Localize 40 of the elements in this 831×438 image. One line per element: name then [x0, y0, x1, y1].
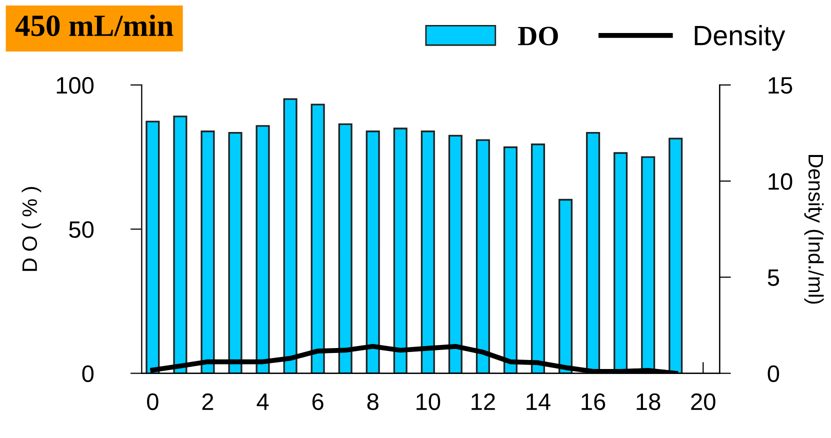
bar — [173, 116, 188, 374]
bar — [558, 198, 573, 374]
y2-tick-label: 15 — [768, 77, 792, 94]
x-tick-label: 0 — [147, 393, 158, 410]
bar — [530, 144, 546, 374]
x-tick-label: 8 — [367, 393, 378, 410]
bar — [338, 123, 352, 374]
bar — [503, 146, 518, 374]
legend-label: DO — [518, 26, 558, 46]
bar — [283, 98, 298, 374]
bar — [146, 120, 160, 374]
x-tick-label: 12 — [472, 393, 495, 410]
y-tick-label: 100 — [56, 77, 94, 94]
y2-tick-label: 5 — [768, 270, 780, 286]
bar — [420, 130, 435, 374]
x-tick-label: 18 — [636, 393, 660, 410]
bar — [476, 139, 490, 374]
x-tick-label: 2 — [202, 393, 214, 410]
bar — [366, 130, 380, 374]
y2-tick-label: 10 — [768, 173, 792, 190]
x-tick-label: 16 — [582, 393, 606, 410]
bar — [200, 130, 215, 374]
x-tick-label: 10 — [416, 393, 440, 410]
x-tick-label: 20 — [691, 393, 716, 410]
y-tick-label: 50 — [69, 221, 94, 238]
x-tick-label: 6 — [312, 393, 324, 410]
bar — [393, 128, 408, 374]
y2-axis-title: Density (Ind./ml) — [804, 155, 824, 304]
x-tick-label: 14 — [526, 394, 550, 410]
bar — [310, 104, 325, 374]
y2-tick-label: 0 — [768, 365, 780, 382]
legend-label: Density — [694, 25, 786, 51]
chart-title: 450 mL/min — [15, 14, 174, 36]
bar — [228, 132, 242, 374]
y-tick-label: 0 — [82, 365, 94, 382]
x-tick-label: 4 — [256, 394, 269, 410]
bar — [256, 125, 270, 374]
bar — [448, 134, 462, 374]
y-axis-title: D O ( % ) — [22, 187, 42, 271]
bar — [668, 138, 683, 374]
